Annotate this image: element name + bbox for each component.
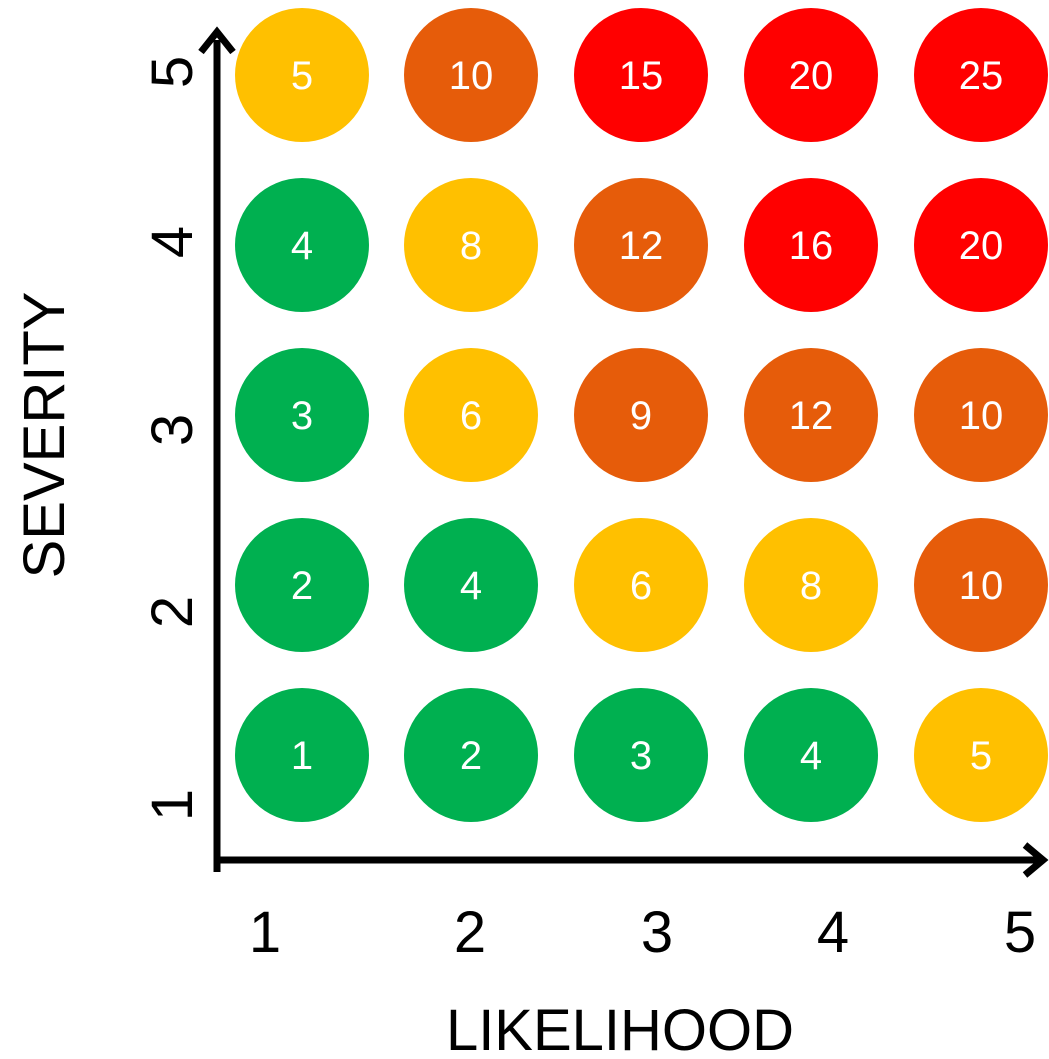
risk-circle [235, 348, 369, 482]
risk-circle [404, 8, 538, 142]
risk-cell: 3 [235, 348, 369, 482]
x-axis-title: LIKELIHOOD [446, 998, 794, 1059]
risk-circle [744, 348, 878, 482]
risk-value: 8 [800, 564, 822, 608]
cells-layer: 5 10 15 20 254 8 12 16 203 6 9 12 102 4 6 8 101 2 3 4 5 [235, 8, 1048, 822]
risk-value: 25 [959, 54, 1004, 98]
risk-value: 16 [789, 224, 834, 268]
risk-cell: 15 [574, 8, 708, 142]
risk-cell: 4 [235, 178, 369, 312]
risk-value: 15 [619, 54, 664, 98]
risk-cell: 20 [744, 8, 878, 142]
risk-value: 6 [460, 394, 482, 438]
risk-circle [574, 688, 708, 822]
risk-circle [744, 518, 878, 652]
risk-value: 3 [630, 734, 652, 778]
risk-cell: 3 [574, 688, 708, 822]
risk-cell: 6 [404, 348, 538, 482]
risk-value: 9 [630, 394, 652, 438]
risk-value: 12 [789, 394, 834, 438]
risk-circle [744, 688, 878, 822]
y-tick-label: 4 [140, 226, 205, 258]
risk-circle [744, 178, 878, 312]
risk-cell: 5 [235, 8, 369, 142]
risk-cell: 8 [744, 518, 878, 652]
y-tick-label: 1 [140, 789, 205, 821]
risk-value: 4 [800, 734, 822, 778]
risk-circle [404, 348, 538, 482]
risk-cell: 25 [914, 8, 1048, 142]
x-tick-label: 3 [641, 900, 673, 965]
risk-cell: 12 [744, 348, 878, 482]
risk-cell: 10 [404, 8, 538, 142]
risk-value: 10 [959, 394, 1004, 438]
risk-cell: 2 [404, 688, 538, 822]
risk-circle [914, 518, 1048, 652]
risk-cell: 9 [574, 348, 708, 482]
risk-cell: 2 [235, 518, 369, 652]
y-axis-title: SEVERITY [12, 292, 77, 579]
risk-cell: 16 [744, 178, 878, 312]
x-tick-label: 1 [249, 900, 281, 965]
risk-cell: 4 [404, 518, 538, 652]
x-axis-arrowhead [1022, 842, 1049, 878]
risk-circle [574, 178, 708, 312]
risk-value: 4 [460, 564, 482, 608]
risk-circle [574, 8, 708, 142]
risk-value: 20 [959, 224, 1004, 268]
risk-value: 6 [630, 564, 652, 608]
risk-circle [914, 688, 1048, 822]
risk-cell: 8 [404, 178, 538, 312]
risk-value: 10 [449, 54, 494, 98]
risk-value: 12 [619, 224, 664, 268]
risk-circle [235, 688, 369, 822]
risk-cell: 1 [235, 688, 369, 822]
risk-circle [235, 518, 369, 652]
risk-cell: 6 [574, 518, 708, 652]
risk-value: 8 [460, 224, 482, 268]
y-tick-label: 3 [140, 414, 205, 446]
risk-cell: 10 [914, 348, 1048, 482]
risk-circle [914, 348, 1048, 482]
risk-circle [914, 178, 1048, 312]
risk-cell: 10 [914, 518, 1048, 652]
y-tick-label: 2 [140, 596, 205, 628]
risk-circle [404, 688, 538, 822]
risk-value: 4 [291, 224, 313, 268]
risk-cell: 4 [744, 688, 878, 822]
y-axis-arrowhead [198, 26, 236, 55]
risk-value: 3 [291, 394, 313, 438]
risk-value: 5 [291, 54, 313, 98]
risk-value: 5 [970, 734, 992, 778]
risk-circle [914, 8, 1048, 142]
risk-circle [404, 518, 538, 652]
risk-cell: 20 [914, 178, 1048, 312]
risk-circle [574, 518, 708, 652]
x-tick-label: 2 [454, 900, 486, 965]
risk-value: 1 [291, 734, 313, 778]
risk-cell: 12 [574, 178, 708, 312]
risk-circle [235, 8, 369, 142]
risk-circle [574, 348, 708, 482]
risk-circle [404, 178, 538, 312]
x-tick-label: 5 [1004, 900, 1036, 965]
risk-circle [744, 8, 878, 142]
axes [198, 26, 1049, 878]
risk-value: 2 [291, 564, 313, 608]
risk-value: 20 [789, 54, 834, 98]
risk-circle [235, 178, 369, 312]
x-tick-label: 4 [817, 900, 849, 965]
y-tick-label: 5 [140, 56, 205, 88]
risk-value: 2 [460, 734, 482, 778]
risk-value: 10 [959, 564, 1004, 608]
risk-cell: 5 [914, 688, 1048, 822]
